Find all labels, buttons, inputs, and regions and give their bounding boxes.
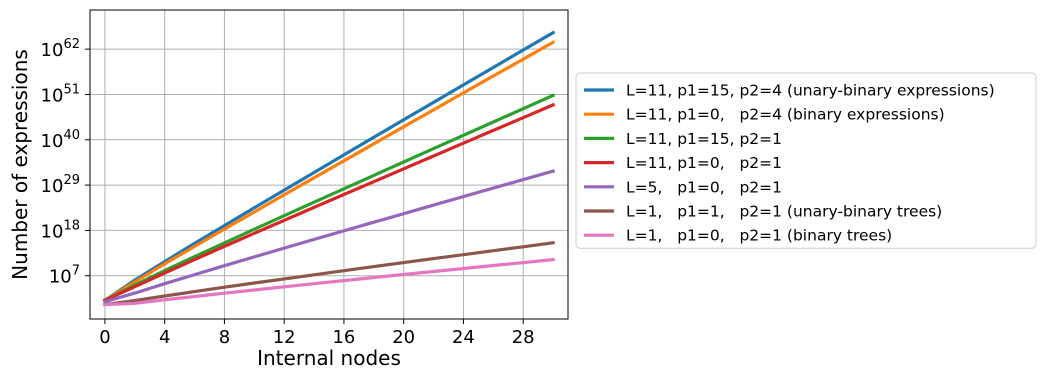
x-tick-label: 12 [273,327,296,348]
legend-label-1: L=11, p1=15, p2=4 (unary-binary expressi… [626,82,995,100]
series-line-2 [102,40,556,303]
series-line-3 [102,93,556,303]
series-layer [102,30,556,307]
legend-label-6: L=1, p1=1, p2=1 (unary-binary trees) [626,203,942,221]
series-line-4 [102,102,556,303]
legend-label-7: L=1, p1=0, p2=1 (binary trees) [626,227,892,245]
y-tick-label: 1040 [41,128,80,152]
y-axis-title: Number of expressions [8,49,32,280]
y-tick-label: 1018 [41,218,80,242]
x-tick-label: 24 [452,327,475,348]
series-line-1 [102,30,556,303]
x-tick-label: 28 [512,327,535,348]
x-tick-label: 20 [392,327,415,348]
y-tick-label: 1062 [41,37,80,61]
grid [90,10,568,319]
y-tick-label: 107 [49,264,80,288]
legend-label-4: L=11, p1=0, p2=1 [626,154,782,172]
x-tick-label: 4 [159,327,170,348]
legend-box [575,72,1037,249]
x-tick-label: 0 [99,327,110,348]
legend-label-5: L=5, p1=0, p2=1 [626,178,782,196]
y-axis: 107 1018 1029 1040 1051 1062 [41,37,90,288]
series-line-6 [103,241,555,307]
y-tick-label: 1029 [41,173,80,197]
plot-frame [89,9,569,320]
legend: L=11, p1=15, p2=4 (unary-binary expressi… [575,72,1037,249]
x-axis-title: Internal nodes [257,346,401,370]
legend-label-3: L=11, p1=15, p2=1 [626,130,782,148]
x-axis: 0 4 8 12 16 20 24 28 [99,319,535,348]
y-tick-label: 1051 [41,82,80,106]
legend-label-2: L=11, p1=0, p2=4 (binary expressions) [626,106,945,124]
series-line-7 [103,257,555,307]
x-tick-label: 16 [332,327,355,348]
x-tick-label: 8 [219,327,230,348]
series-line-5 [102,169,556,304]
